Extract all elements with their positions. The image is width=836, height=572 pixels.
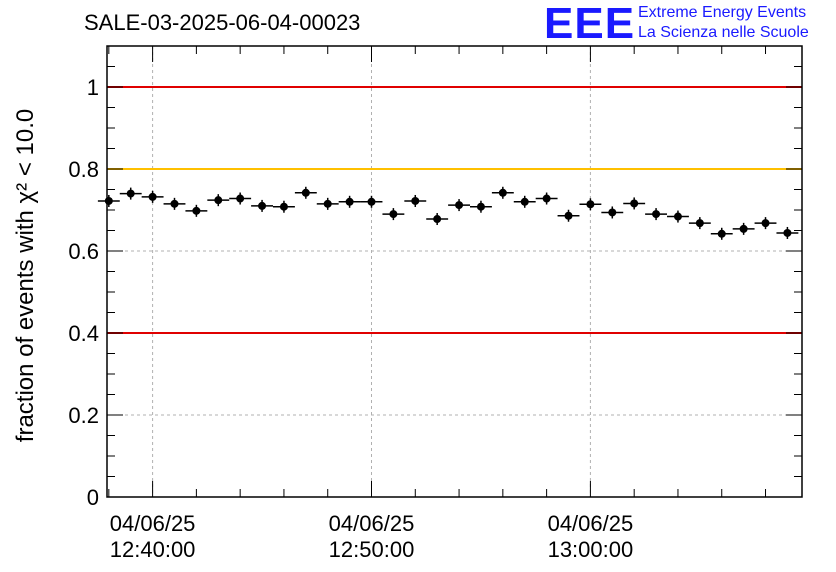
- y-tick-label: 0: [87, 485, 99, 510]
- data-point: [542, 194, 551, 203]
- y-tick-label: 1: [87, 75, 99, 100]
- data-point: [104, 196, 113, 205]
- x-tick-label-time: 12:40:00: [110, 537, 196, 562]
- data-point: [739, 224, 748, 233]
- data-point: [498, 188, 507, 197]
- y-tick-label: 0.6: [68, 239, 99, 264]
- logo-text-line1: Extreme Energy Events: [638, 4, 807, 21]
- data-point: [323, 199, 332, 208]
- data-point: [192, 206, 201, 215]
- data-point: [170, 199, 179, 208]
- y-tick-label: 0.2: [68, 403, 99, 428]
- y-tick-label: 0.4: [68, 321, 99, 346]
- x-tick-label-date: 04/06/25: [548, 511, 634, 536]
- data-point: [411, 196, 420, 205]
- data-point: [301, 188, 310, 197]
- data-point: [695, 219, 704, 228]
- x-tick-label-date: 04/06/25: [110, 511, 196, 536]
- data-point: [455, 201, 464, 210]
- data-point: [389, 210, 398, 219]
- data-point: [236, 194, 245, 203]
- data-point: [761, 219, 770, 228]
- y-axis-label: fraction of events with χ² < 10.0: [12, 109, 39, 442]
- data-point: [126, 189, 135, 198]
- logo-mark: EEE: [544, 0, 636, 48]
- x-tick-label-time: 13:00:00: [548, 537, 634, 562]
- data-point: [783, 228, 792, 237]
- data-point: [148, 192, 157, 201]
- data-point: [279, 202, 288, 211]
- chart-title: SALE-03-2025-06-04-00023: [84, 10, 361, 35]
- plot-frame: [106, 45, 803, 498]
- data-point: [608, 208, 617, 217]
- data-point: [367, 197, 376, 206]
- data-point: [258, 201, 267, 210]
- data-point: [564, 211, 573, 220]
- data-point: [433, 215, 442, 224]
- y-tick-label: 0.8: [68, 157, 99, 182]
- data-point: [214, 196, 223, 205]
- x-tick-label-date: 04/06/25: [329, 511, 415, 536]
- x-tick-label-time: 12:50:00: [329, 537, 415, 562]
- data-point: [717, 229, 726, 238]
- data-point: [652, 210, 661, 219]
- data-point: [476, 202, 485, 211]
- data-point: [673, 212, 682, 221]
- data-point: [520, 197, 529, 206]
- logo-text-line2: La Scienza nelle Scuole: [638, 24, 809, 41]
- data-point: [345, 197, 354, 206]
- data-point: [630, 199, 639, 208]
- data-point: [586, 200, 595, 209]
